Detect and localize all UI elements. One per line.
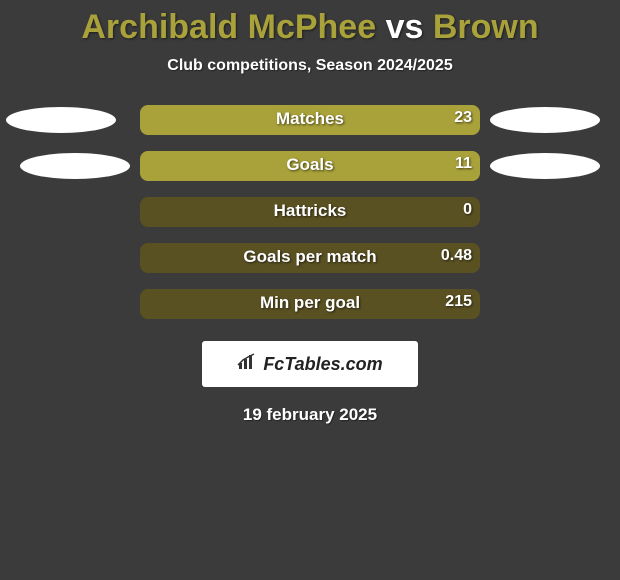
player2-marker <box>490 107 600 133</box>
stat-label: Matches <box>140 109 480 129</box>
stat-value: 0 <box>463 201 472 219</box>
stat-row: Matches23 <box>0 105 620 151</box>
subtitle: Club competitions, Season 2024/2025 <box>0 57 620 75</box>
stat-label: Goals per match <box>140 247 480 267</box>
player1-marker <box>20 153 130 179</box>
stat-value: 215 <box>445 293 472 311</box>
player2-name: Brown <box>433 8 539 46</box>
stats-container: Matches23Goals11Hattricks0Goals per matc… <box>0 105 620 335</box>
logo-text: FcTables.com <box>263 354 382 375</box>
stat-label: Min per goal <box>140 293 480 313</box>
stat-label: Goals <box>140 155 480 175</box>
stat-row: Goals11 <box>0 151 620 197</box>
stat-row: Goals per match0.48 <box>0 243 620 289</box>
bar-chart-icon <box>237 353 259 376</box>
comparison-title: Archibald McPhee vs Brown <box>0 0 620 47</box>
stat-value: 23 <box>454 109 472 127</box>
attribution-logo: FcTables.com <box>202 341 418 387</box>
stat-row: Hattricks0 <box>0 197 620 243</box>
stat-row: Min per goal215 <box>0 289 620 335</box>
stat-value: 0.48 <box>441 247 472 265</box>
stat-label: Hattricks <box>140 201 480 221</box>
date-label: 19 february 2025 <box>0 405 620 425</box>
player1-marker <box>6 107 116 133</box>
stat-value: 11 <box>455 155 472 173</box>
player1-name: Archibald McPhee <box>81 8 376 46</box>
vs-separator: vs <box>376 8 433 46</box>
player2-marker <box>490 153 600 179</box>
